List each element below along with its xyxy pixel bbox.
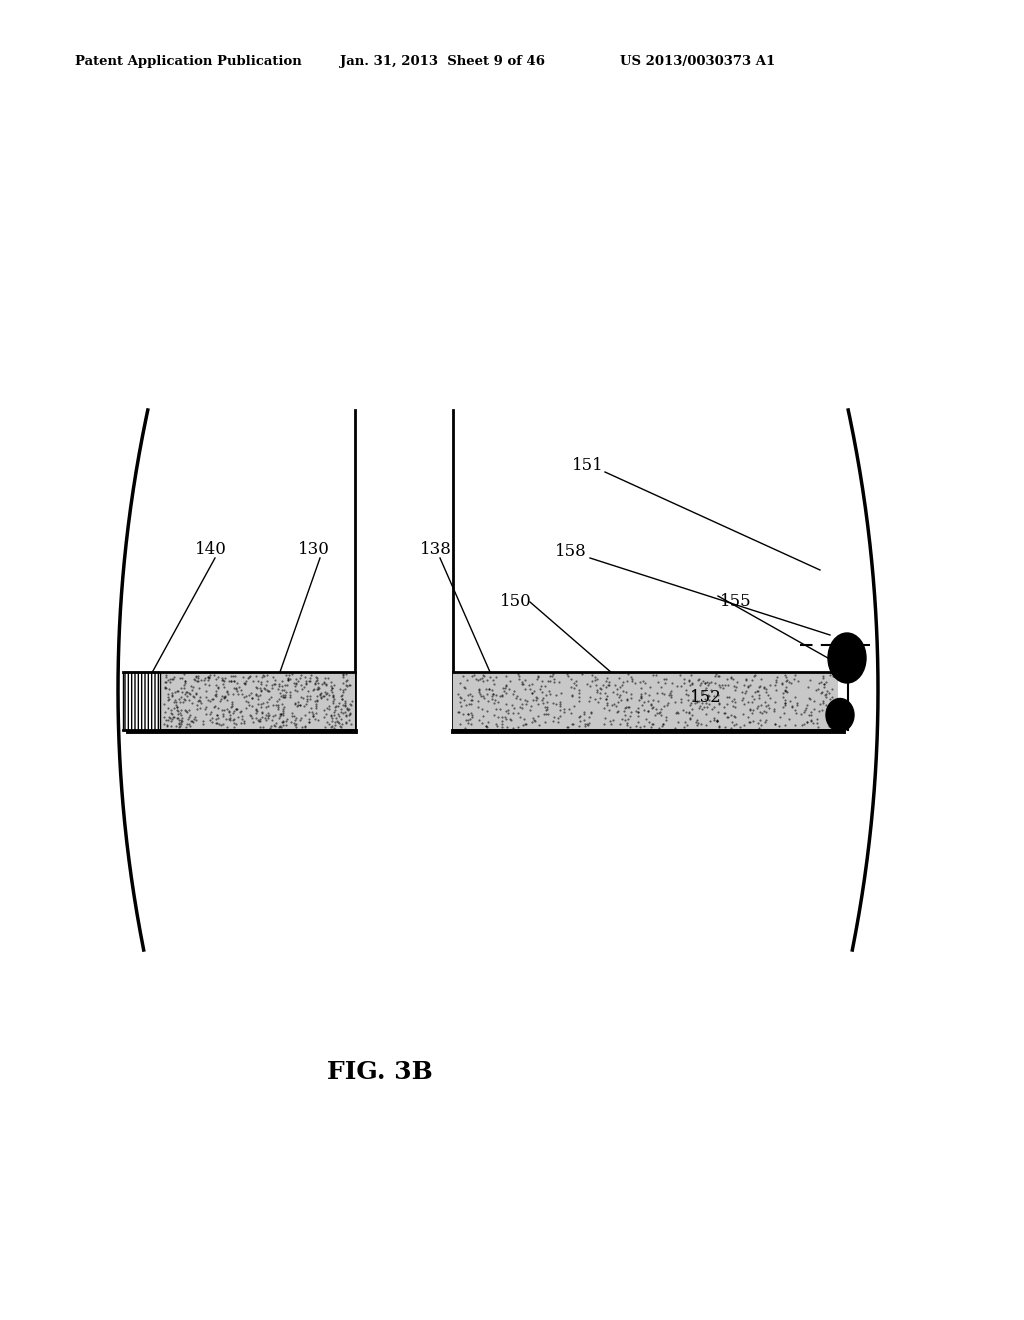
Text: Patent Application Publication: Patent Application Publication bbox=[75, 55, 302, 69]
Bar bbox=[123, 672, 160, 730]
Text: US 2013/0030373 A1: US 2013/0030373 A1 bbox=[620, 55, 775, 69]
Ellipse shape bbox=[826, 698, 854, 731]
Text: 138: 138 bbox=[420, 541, 452, 558]
Text: 158: 158 bbox=[555, 544, 587, 561]
Ellipse shape bbox=[828, 634, 866, 682]
Text: FIG. 3B: FIG. 3B bbox=[327, 1060, 433, 1084]
Text: 155: 155 bbox=[720, 594, 752, 610]
Text: 151: 151 bbox=[572, 457, 604, 474]
Text: 130: 130 bbox=[298, 541, 330, 558]
Bar bbox=[160, 672, 355, 730]
Text: Jan. 31, 2013  Sheet 9 of 46: Jan. 31, 2013 Sheet 9 of 46 bbox=[340, 55, 545, 69]
Text: 140: 140 bbox=[195, 541, 227, 558]
Bar bbox=[453, 672, 838, 730]
Text: 152: 152 bbox=[690, 689, 722, 706]
Text: 150: 150 bbox=[500, 594, 531, 610]
